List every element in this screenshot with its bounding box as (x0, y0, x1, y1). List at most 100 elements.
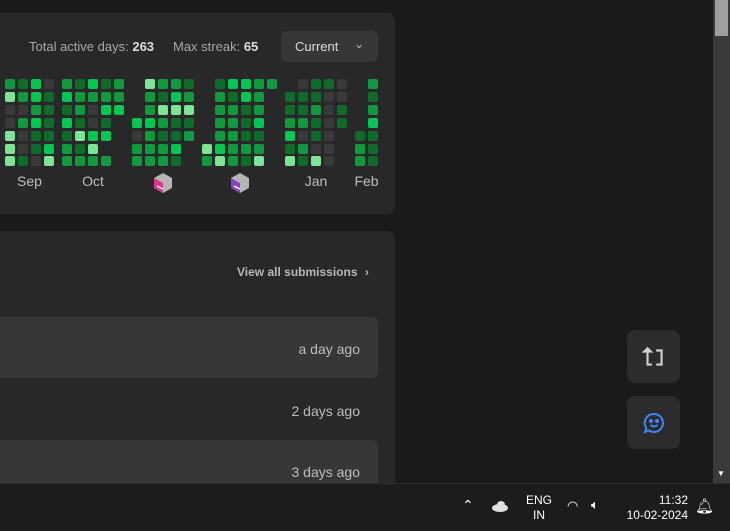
heatmap-cell[interactable] (31, 117, 41, 128)
heatmap-cell[interactable] (324, 130, 334, 141)
heatmap-cell[interactable] (18, 156, 28, 167)
heatmap-cell[interactable] (254, 143, 264, 154)
heatmap-cell[interactable] (101, 117, 111, 128)
submission-row[interactable]: 2 days ago (0, 379, 378, 440)
scroll-down-arrow-icon[interactable]: ▼ (717, 469, 725, 478)
heatmap-cell[interactable] (18, 130, 28, 141)
heatmap-cell[interactable] (285, 143, 295, 154)
heatmap-cell[interactable] (31, 143, 41, 154)
heatmap-cell[interactable] (5, 91, 15, 102)
heatmap-cell[interactable] (145, 156, 155, 167)
heatmap-cell[interactable] (132, 156, 142, 167)
heatmap-cell[interactable] (5, 156, 15, 167)
heatmap-cell[interactable] (88, 104, 98, 115)
heatmap-cell[interactable] (5, 143, 15, 154)
heatmap-cell[interactable] (324, 104, 334, 115)
heatmap-cell[interactable] (254, 156, 264, 167)
scrollbar[interactable]: ▼ (713, 0, 730, 483)
heatmap-cell[interactable] (337, 79, 347, 89)
heatmap-cell[interactable] (62, 91, 72, 102)
heatmap-cell[interactable] (368, 104, 378, 115)
heatmap-cell[interactable] (145, 130, 155, 141)
notification-bell-icon[interactable]: 🔔︎ (695, 498, 715, 515)
heatmap-cell[interactable] (184, 117, 194, 128)
heatmap-cell[interactable] (184, 104, 194, 115)
heatmap-cell[interactable] (44, 91, 54, 102)
heatmap-cell[interactable] (241, 91, 251, 102)
heatmap-cell[interactable] (44, 117, 54, 128)
heatmap-cell[interactable] (62, 156, 72, 167)
heatmap-cell[interactable] (88, 156, 98, 167)
heatmap-cell[interactable] (75, 79, 85, 89)
heatmap-cell[interactable] (337, 91, 347, 102)
heatmap-cell[interactable] (5, 130, 15, 141)
heatmap-cell[interactable] (132, 130, 142, 141)
heatmap-cell[interactable] (228, 117, 238, 128)
heatmap-cell[interactable] (368, 130, 378, 141)
heatmap-cell[interactable] (254, 104, 264, 115)
nov-badge-icon[interactable] (153, 172, 173, 194)
heatmap-cell[interactable] (324, 143, 334, 154)
heatmap-cell[interactable] (171, 156, 181, 167)
onedrive-cloud-icon[interactable] (491, 501, 509, 512)
dec-badge-icon[interactable] (230, 172, 250, 194)
heatmap-cell[interactable] (75, 156, 85, 167)
heatmap-cell[interactable] (171, 79, 181, 89)
heatmap-cell[interactable] (202, 156, 212, 167)
heatmap-cell[interactable] (88, 79, 98, 89)
heatmap-cell[interactable] (215, 91, 225, 102)
heatmap-cell[interactable] (311, 130, 321, 141)
heatmap-cell[interactable] (298, 156, 308, 167)
heatmap-cell[interactable] (311, 104, 321, 115)
heatmap-cell[interactable] (324, 91, 334, 102)
heatmap-cell[interactable] (145, 117, 155, 128)
heatmap-cell[interactable] (241, 117, 251, 128)
heatmap-cell[interactable] (5, 117, 15, 128)
heatmap-cell[interactable] (145, 104, 155, 115)
heatmap-cell[interactable] (145, 91, 155, 102)
heatmap-cell[interactable] (368, 91, 378, 102)
heatmap-cell[interactable] (158, 156, 168, 167)
heatmap-cell[interactable] (5, 79, 15, 89)
heatmap-cell[interactable] (324, 117, 334, 128)
heatmap-cell[interactable] (62, 79, 72, 89)
heatmap-cell[interactable] (228, 130, 238, 141)
heatmap-cell[interactable] (145, 79, 155, 89)
heatmap-cell[interactable] (75, 91, 85, 102)
heatmap-cell[interactable] (215, 130, 225, 141)
heatmap-cell[interactable] (18, 79, 28, 89)
heatmap-cell[interactable] (44, 104, 54, 115)
heatmap-cell[interactable] (267, 79, 277, 89)
heatmap-cell[interactable] (31, 104, 41, 115)
heatmap-cell[interactable] (337, 104, 347, 115)
heatmap-cell[interactable] (158, 104, 168, 115)
heatmap-cell[interactable] (132, 117, 142, 128)
language-indicator[interactable]: ENG IN (526, 493, 552, 523)
heatmap-cell[interactable] (215, 104, 225, 115)
volume-icon[interactable]: 🔈︎ (591, 497, 599, 512)
heatmap-cell[interactable] (228, 156, 238, 167)
heatmap-cell[interactable] (298, 130, 308, 141)
heatmap-cell[interactable] (285, 91, 295, 102)
heatmap-cell[interactable] (298, 117, 308, 128)
heatmap-cell[interactable] (114, 104, 124, 115)
heatmap-cell[interactable] (215, 117, 225, 128)
show-hidden-icons-chevron-up-icon[interactable]: ⌃ (462, 497, 474, 513)
heatmap-cell[interactable] (158, 117, 168, 128)
heatmap-cell[interactable] (215, 79, 225, 89)
heatmap-cell[interactable] (241, 156, 251, 167)
heatmap-cell[interactable] (311, 79, 321, 89)
heatmap-cell[interactable] (158, 130, 168, 141)
heatmap-cell[interactable] (241, 130, 251, 141)
heatmap-cell[interactable] (215, 156, 225, 167)
heatmap-cell[interactable] (132, 143, 142, 154)
heatmap-cell[interactable] (311, 143, 321, 154)
heatmap-cell[interactable] (88, 117, 98, 128)
heatmap-cell[interactable] (254, 79, 264, 89)
view-all-submissions-link[interactable]: View all submissions › (237, 265, 369, 279)
heatmap-cell[interactable] (241, 104, 251, 115)
heatmap-cell[interactable] (355, 130, 365, 141)
heatmap-cell[interactable] (368, 79, 378, 89)
heatmap-cell[interactable] (18, 117, 28, 128)
heatmap-cell[interactable] (171, 117, 181, 128)
